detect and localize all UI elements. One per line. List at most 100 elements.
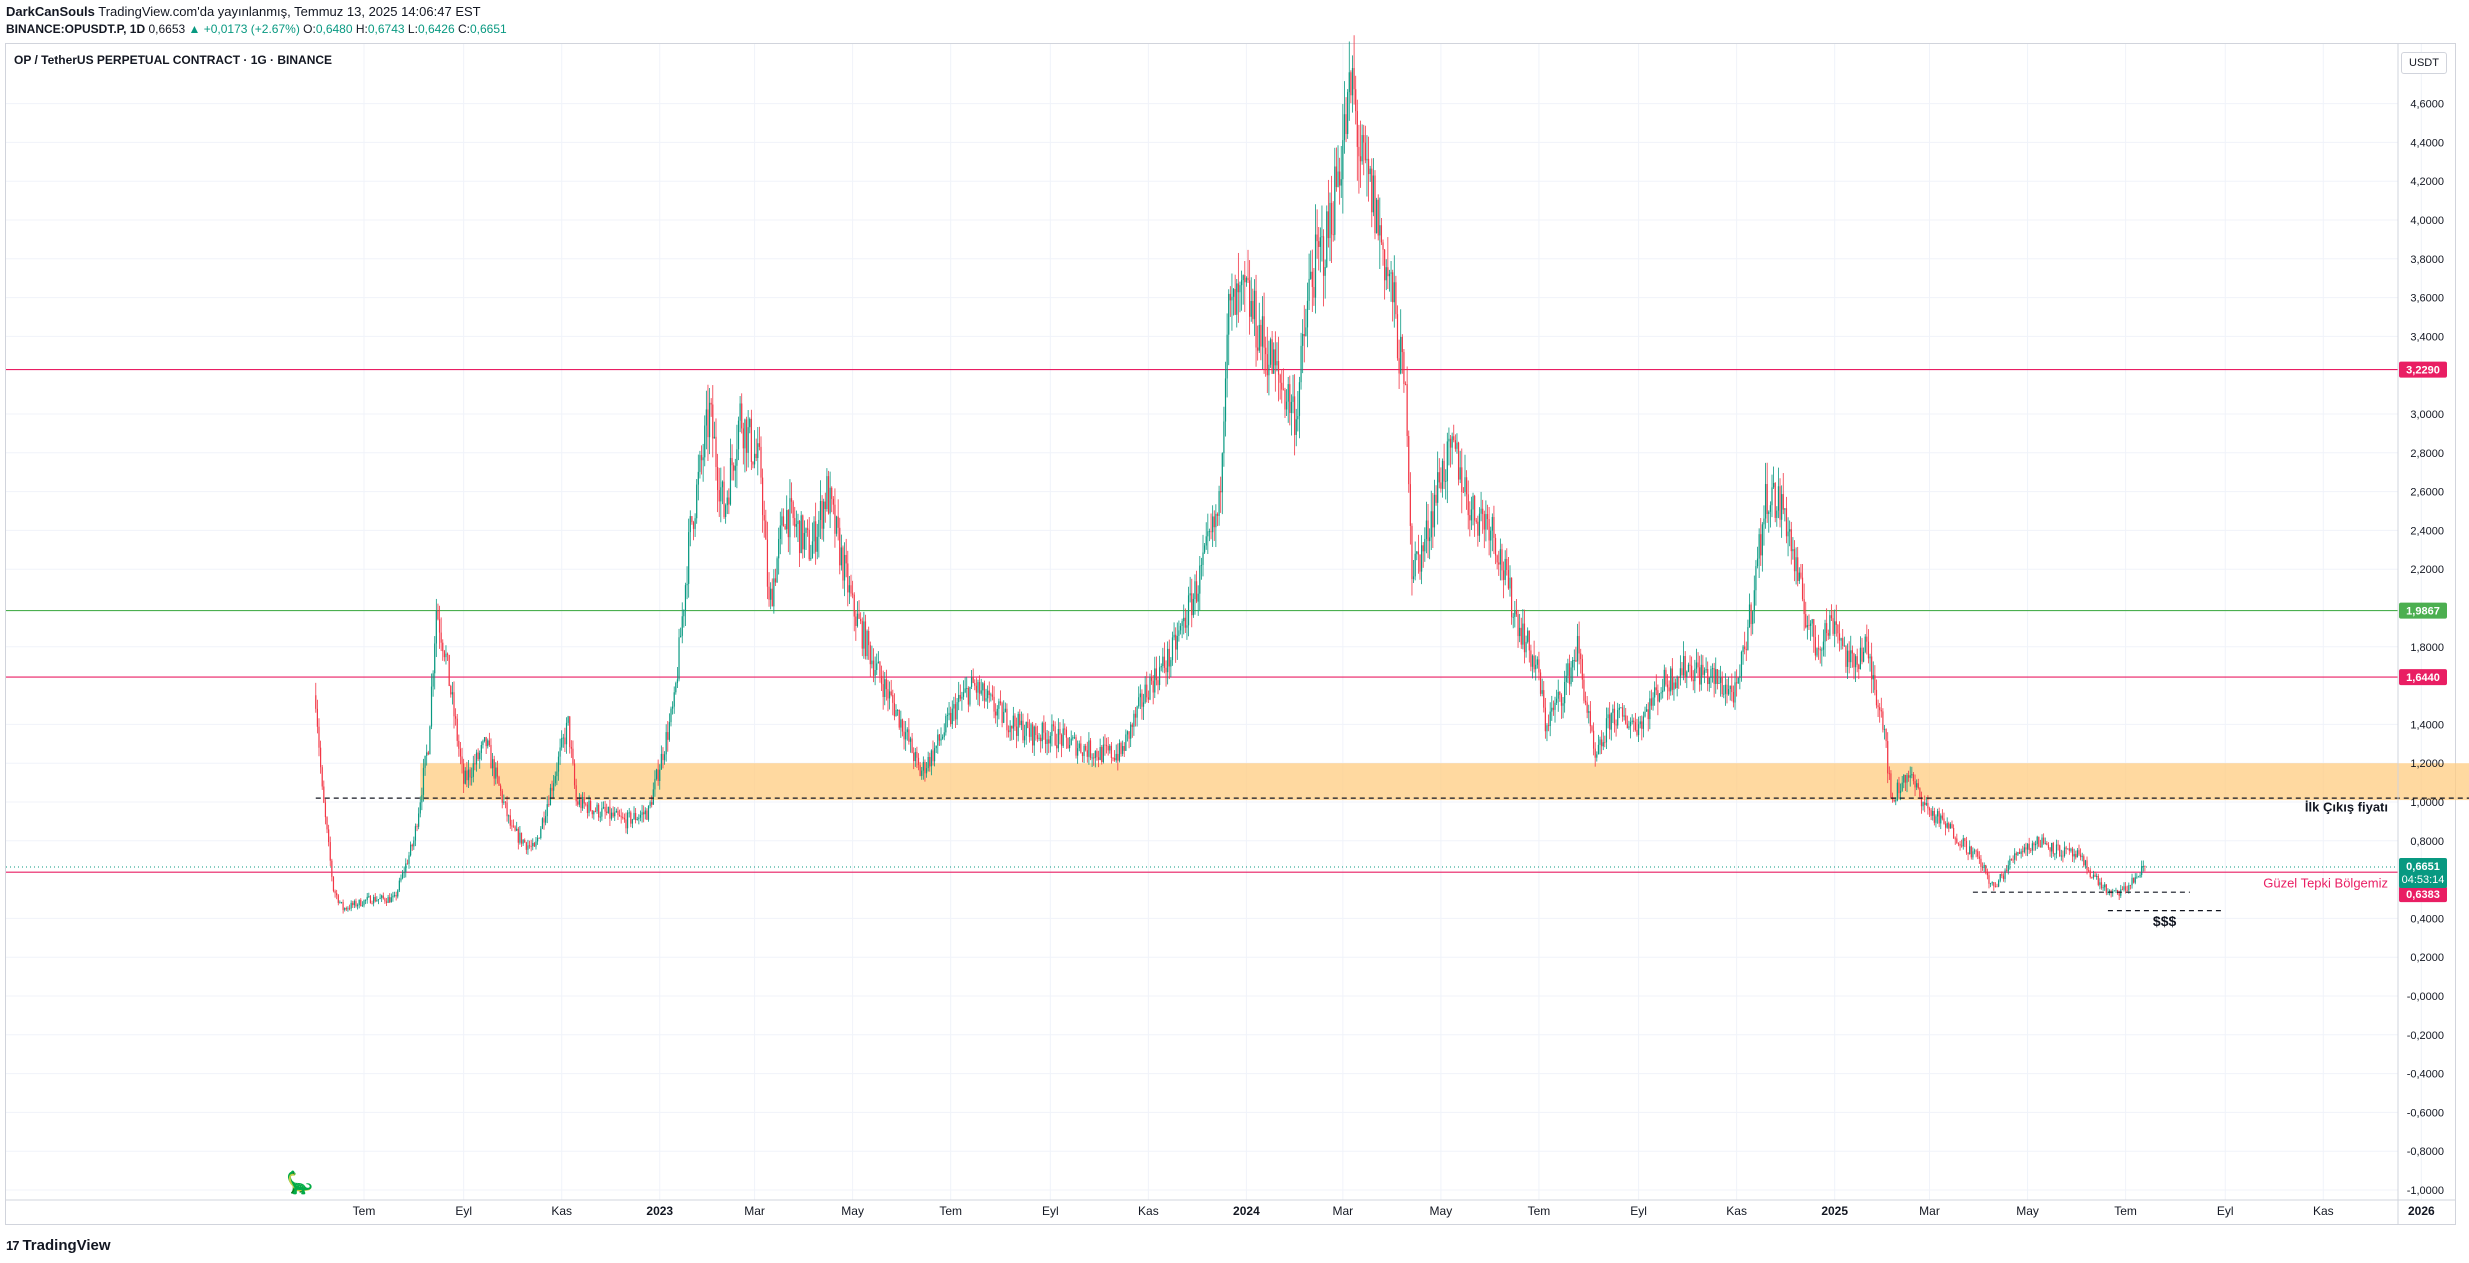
candle-body — [794, 518, 796, 527]
candle-body — [1961, 845, 1963, 847]
candle-body — [548, 804, 550, 806]
candle-body — [636, 819, 638, 821]
candle-body — [2039, 846, 2042, 848]
candle-body — [1240, 280, 1243, 286]
x-tick-label: Kas — [1138, 1204, 1159, 1218]
candle-body — [723, 481, 725, 517]
candle-body — [2030, 849, 2032, 851]
candle-body — [696, 484, 698, 519]
candle-body — [451, 692, 454, 695]
candle-body — [975, 685, 977, 693]
candle-body — [1580, 653, 1582, 659]
dino-icon[interactable]: 🦕 — [286, 1170, 314, 1195]
candle-body — [403, 872, 405, 873]
candle-body — [1035, 726, 1037, 736]
candle-body — [1853, 653, 1855, 668]
candle-body — [1610, 712, 1612, 730]
candle-body — [2046, 843, 2048, 846]
candle-body — [1133, 713, 1135, 727]
tradingview-logo[interactable]: 17 TradingView — [6, 1237, 111, 1254]
candle-body — [1109, 745, 1111, 751]
candle-body — [1477, 521, 1479, 536]
y-tick-label: 2,4000 — [2410, 525, 2444, 537]
y-tick-label: 1,0000 — [2410, 797, 2444, 809]
candle-body — [1594, 748, 1596, 758]
candle-body — [556, 771, 558, 777]
candle-body — [1441, 460, 1444, 489]
candle-body — [1302, 333, 1304, 346]
candle-body — [935, 745, 937, 749]
candle-body — [1462, 492, 1464, 493]
candle-body — [532, 843, 534, 847]
candle-body — [741, 403, 743, 429]
candle-body — [633, 813, 635, 820]
candle-body — [1773, 483, 1775, 488]
candle-body — [913, 752, 915, 762]
candle-body — [744, 419, 746, 449]
candle-body — [1811, 619, 1813, 624]
candle-body — [969, 686, 971, 705]
candle-body — [1289, 384, 1291, 414]
candle-body — [1663, 669, 1665, 691]
candle-body — [1821, 649, 1823, 651]
candle-body — [914, 751, 916, 762]
candle-body — [683, 610, 685, 617]
candle-body — [852, 593, 854, 595]
candle-body — [1432, 511, 1434, 528]
candle-body — [1932, 810, 1934, 816]
candle-body — [1736, 682, 1738, 684]
candle-body — [1070, 738, 1072, 745]
candle-body — [790, 498, 793, 502]
candle-body — [1605, 718, 1608, 743]
candle-body — [1682, 655, 1685, 676]
candle-body — [598, 804, 600, 818]
currency-button[interactable]: USDT — [2401, 52, 2447, 74]
y-tick-label: -0,6000 — [2407, 1107, 2444, 1119]
candle-body — [1838, 633, 1841, 641]
candle-body — [406, 863, 408, 865]
candle-body — [964, 688, 966, 693]
y-tick-label: 4,2000 — [2410, 176, 2444, 188]
candle-body — [2096, 875, 2098, 877]
candle-body — [1125, 734, 1127, 751]
y-tick-label: 3,4000 — [2410, 331, 2444, 343]
candle-body — [1924, 802, 1926, 805]
candle-body — [1953, 827, 1955, 839]
candle-body — [2059, 845, 2061, 857]
candle-body — [1245, 277, 1248, 283]
candle-body — [1287, 384, 1289, 402]
candle-body — [2102, 887, 2104, 889]
candle-body — [1851, 650, 1853, 654]
candle-body — [898, 709, 900, 728]
candle-body — [930, 750, 932, 767]
y-tick-label: 2,2000 — [2410, 564, 2444, 576]
candle-body — [1657, 690, 1659, 702]
candle-body — [1977, 851, 1979, 857]
candle-body — [1088, 740, 1090, 757]
y-tick-label: 3,8000 — [2410, 254, 2444, 266]
candle-body — [826, 476, 828, 510]
candle-body — [1485, 514, 1487, 530]
candle-body — [1700, 664, 1702, 685]
x-tick-label: Tem — [939, 1204, 962, 1218]
candle-body — [905, 732, 907, 740]
candle-body — [945, 715, 947, 733]
candle-body — [514, 826, 516, 831]
candle-body — [1406, 384, 1408, 437]
candle-body — [710, 402, 712, 405]
candle-body — [1390, 272, 1392, 274]
candle-body — [646, 810, 648, 820]
candle-body — [488, 740, 490, 745]
candle-body — [545, 816, 547, 823]
candle-body — [1755, 566, 1757, 591]
candle-body — [916, 751, 918, 758]
candle-body — [1249, 280, 1251, 317]
candle-body — [524, 839, 526, 843]
x-tick-label: Kas — [551, 1204, 572, 1218]
candle-body — [1388, 273, 1391, 277]
ohlc-line: BINANCE:OPUSDT.P, 1D 0,6653 ▲ +0,0173 (+… — [6, 22, 507, 36]
candle-body — [1842, 638, 1844, 646]
candle-body — [712, 404, 714, 439]
candle-body — [1078, 743, 1080, 749]
